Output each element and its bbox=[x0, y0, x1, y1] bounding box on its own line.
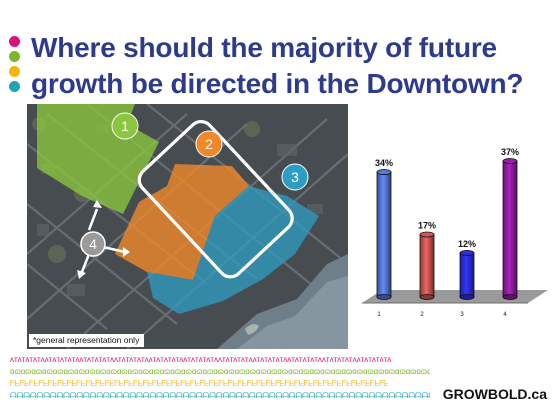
chart-category-labels: 1 2 3 4 bbox=[377, 312, 507, 318]
map-footnote: *general representation only bbox=[29, 334, 145, 347]
zone-2-area bbox=[115, 164, 249, 280]
zone-marker-1[interactable]: 1 bbox=[111, 112, 139, 140]
brand-logo: GROWBOLD.ca bbox=[442, 386, 547, 402]
zone-marker-3[interactable]: 3 bbox=[281, 163, 309, 191]
zone-3-label: 3 bbox=[291, 169, 299, 185]
bar-chart-svg: 34% 17% 12% 37% 1 2 3 4 bbox=[362, 147, 548, 318]
zone-1-label: 1 bbox=[121, 118, 129, 134]
chart-floor bbox=[362, 290, 548, 303]
footer-pattern-row-4: ᗩᗩᗩᗩᗩᗩᗩᗩᗩᗩᗩᗩᗩᗩᗩᗩᗩᗩᗩᗩᗩᗩᗩᗩᗩᗩᗩᗩᗩᗩᗩᗩᗩᗩᗩᗩᗩᗩᗩᗩ… bbox=[10, 391, 430, 400]
bar-4 bbox=[502, 158, 518, 300]
value-label-3: 12% bbox=[458, 239, 476, 249]
bar-2 bbox=[419, 231, 435, 300]
downtown-map: 1 2 3 4 *general representation only bbox=[27, 104, 348, 349]
title-bullet-dots bbox=[9, 36, 21, 96]
category-label-3: 3 bbox=[460, 312, 464, 318]
map-graphic: 1 2 3 4 bbox=[27, 104, 348, 349]
bar-1 bbox=[376, 169, 392, 300]
chart-value-labels: 34% 17% 12% 37% bbox=[375, 147, 519, 249]
green-dot bbox=[9, 51, 20, 62]
footer-pattern-row-2: ɑɷɑɷɑɷɑɷɑɷɑɷɑɷɑɷɑɷɑɷɑɷɑɷɑɷɑɷɑɷɑɷɑɷɑɷɑɷɑɷ… bbox=[10, 367, 430, 376]
slide-title: Where should the majority of future grow… bbox=[31, 32, 524, 99]
zone-marker-4[interactable]: 4 bbox=[80, 231, 106, 257]
value-label-4: 37% bbox=[501, 147, 519, 157]
footer-pattern-row-3: ᖴᖶᖴᖶᖴᖶᖴᖶᖴᖶᖴᖶᖴᖶᖴᖶᖴᖶᖴᖶᖴᖶᖴᖶᖴᖶᖴᖶᖴᖶᖴᖶᖴᖶᖴᖶᖴᖶᖴᖶ… bbox=[10, 379, 389, 388]
magenta-dot bbox=[9, 36, 20, 47]
chart-bars bbox=[376, 158, 518, 300]
poll-results-chart: 34% 17% 12% 37% 1 2 3 4 bbox=[352, 132, 552, 332]
bar-3 bbox=[459, 250, 475, 300]
zone-4-label: 4 bbox=[89, 236, 97, 252]
yellow-dot bbox=[9, 66, 20, 77]
zone-4-arrows bbox=[80, 208, 126, 273]
value-label-2: 17% bbox=[418, 221, 436, 231]
category-label-1: 1 bbox=[377, 312, 381, 318]
category-label-2: 2 bbox=[420, 312, 424, 318]
zone-marker-2[interactable]: 2 bbox=[195, 130, 223, 158]
footer-pattern-row-1: ᴧᴛᴧᴛᴧᴛᴧᴛᴧᴧᴛᴧᴛᴧᴛᴧᴛᴧᴧᴛᴧᴛᴧᴛᴧᴛᴧᴧᴛᴧᴛᴧᴛᴧᴛᴧᴧᴛᴧᴛ… bbox=[10, 355, 392, 364]
zone-3-area bbox=[147, 186, 319, 314]
value-label-1: 34% bbox=[375, 158, 393, 168]
category-label-4: 4 bbox=[503, 312, 507, 318]
zone-2-label: 2 bbox=[205, 136, 213, 152]
zone-4-outline bbox=[137, 119, 294, 279]
teal-dot bbox=[9, 81, 20, 92]
